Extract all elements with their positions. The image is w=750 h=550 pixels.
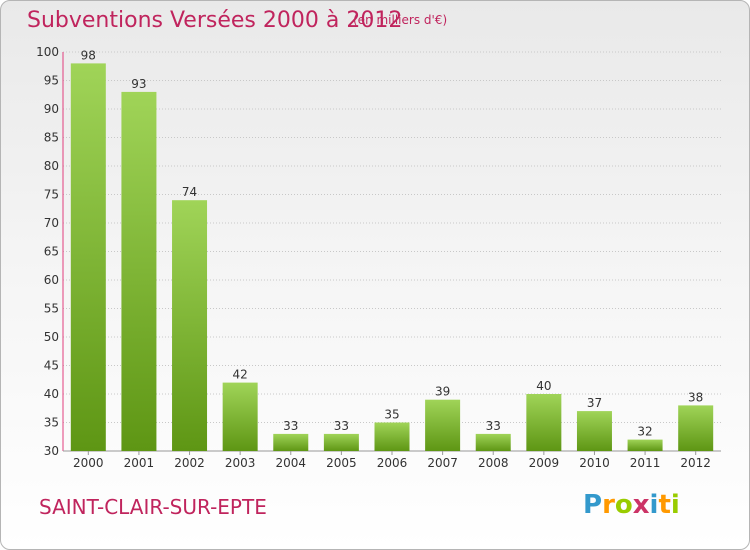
y-tick-label: 90 bbox=[44, 102, 59, 116]
y-tick-label: 65 bbox=[44, 245, 59, 259]
bar bbox=[678, 405, 714, 451]
logo-letter: i bbox=[649, 490, 659, 520]
logo-letter: r bbox=[602, 490, 615, 520]
x-tick-label: 2006 bbox=[377, 456, 408, 470]
x-tick-label: 2003 bbox=[225, 456, 256, 470]
y-tick-label: 30 bbox=[44, 444, 59, 458]
bar bbox=[374, 422, 410, 451]
x-tick-label: 2000 bbox=[73, 456, 104, 470]
x-tick-label: 2002 bbox=[174, 456, 205, 470]
y-tick-label: 60 bbox=[44, 273, 59, 287]
bar-value-label: 42 bbox=[233, 368, 248, 382]
x-tick-label: 2011 bbox=[630, 456, 661, 470]
x-tick-label: 2005 bbox=[326, 456, 357, 470]
bar-value-label: 40 bbox=[536, 379, 551, 393]
commune-name: SAINT-CLAIR-SUR-EPTE bbox=[39, 495, 267, 519]
bar bbox=[576, 411, 612, 451]
bar bbox=[425, 399, 461, 451]
bar bbox=[526, 394, 562, 451]
bar bbox=[627, 439, 663, 451]
y-tick-label: 85 bbox=[44, 131, 59, 145]
logo-letter: o bbox=[614, 490, 633, 520]
bar-value-label: 33 bbox=[283, 419, 298, 433]
bar bbox=[323, 433, 359, 451]
bar-value-label: 33 bbox=[486, 419, 501, 433]
bar-value-label: 32 bbox=[637, 425, 652, 439]
logo-letter: i bbox=[670, 490, 680, 520]
x-tick-label: 2009 bbox=[529, 456, 560, 470]
x-tick-label: 2008 bbox=[478, 456, 509, 470]
proxiti-logo: Proxiti bbox=[583, 490, 680, 520]
bar bbox=[222, 382, 258, 451]
x-tick-label: 2001 bbox=[124, 456, 155, 470]
bar-value-label: 38 bbox=[688, 390, 703, 404]
x-tick-label: 2012 bbox=[680, 456, 711, 470]
logo-letter: x bbox=[632, 490, 650, 520]
bar-value-label: 98 bbox=[81, 48, 96, 62]
y-tick-label: 100 bbox=[36, 45, 59, 59]
y-tick-label: 35 bbox=[44, 416, 59, 430]
bar-value-label: 33 bbox=[334, 419, 349, 433]
x-tick-label: 2004 bbox=[275, 456, 306, 470]
bar bbox=[273, 433, 309, 451]
y-tick-label: 50 bbox=[44, 330, 59, 344]
y-tick-label: 45 bbox=[44, 359, 59, 373]
y-tick-label: 95 bbox=[44, 74, 59, 88]
y-tick-label: 80 bbox=[44, 159, 59, 173]
y-tick-label: 40 bbox=[44, 387, 59, 401]
y-tick-label: 75 bbox=[44, 188, 59, 202]
x-tick-label: 2010 bbox=[579, 456, 610, 470]
bar-value-label: 35 bbox=[384, 408, 399, 422]
bar-value-label: 93 bbox=[131, 77, 146, 91]
logo-letter: P bbox=[583, 490, 603, 520]
logo-letter: t bbox=[658, 490, 671, 520]
y-tick-label: 70 bbox=[44, 216, 59, 230]
bar bbox=[172, 200, 208, 451]
bar bbox=[475, 433, 511, 451]
chart-title: Subventions Versées 2000 à 2012 bbox=[27, 8, 403, 33]
bar-value-label: 74 bbox=[182, 185, 197, 199]
bar-value-label: 37 bbox=[587, 396, 602, 410]
y-tick-label: 55 bbox=[44, 302, 59, 316]
x-tick-label: 2007 bbox=[427, 456, 458, 470]
bar bbox=[70, 63, 106, 452]
bar-value-label: 39 bbox=[435, 385, 450, 399]
bar bbox=[121, 91, 157, 452]
chart-unit-subtitle: (en milliers d'€) bbox=[353, 13, 448, 27]
